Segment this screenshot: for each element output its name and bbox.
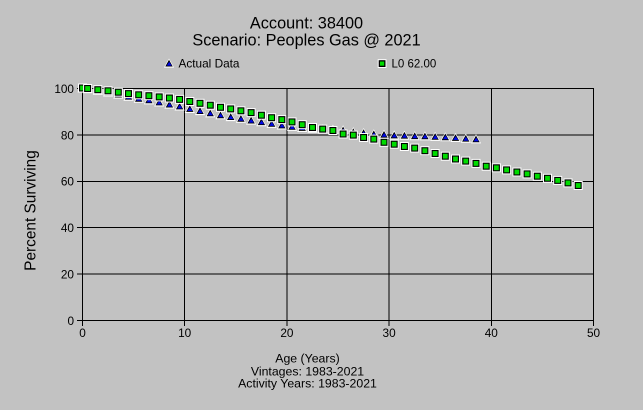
svg-text:Vintages: 1983-2021: Vintages: 1983-2021: [251, 365, 364, 379]
svg-text:40: 40: [61, 221, 75, 235]
svg-text:10: 10: [178, 326, 192, 340]
svg-text:60: 60: [61, 175, 75, 189]
svg-text:Activity Years: 1983-2021: Activity Years: 1983-2021: [238, 377, 377, 391]
svg-text:Account: 38400: Account: 38400: [250, 14, 363, 32]
svg-text:20: 20: [280, 326, 294, 340]
svg-text:Percent Surviving: Percent Surviving: [23, 150, 40, 271]
svg-text:30: 30: [383, 326, 397, 340]
svg-text:Scenario: Peoples Gas @ 2021: Scenario: Peoples Gas @ 2021: [192, 32, 420, 50]
svg-text:50: 50: [587, 326, 601, 340]
svg-text:40: 40: [485, 326, 499, 340]
svg-text:20: 20: [61, 268, 75, 282]
svg-text:0: 0: [79, 326, 86, 340]
svg-text:Age (Years): Age (Years): [275, 352, 339, 366]
svg-text:L0 62.00: L0 62.00: [392, 59, 437, 71]
svg-text:100: 100: [54, 82, 74, 96]
svg-text:80: 80: [61, 128, 75, 142]
svg-text:0: 0: [67, 314, 74, 328]
svg-text:Actual Data: Actual Data: [179, 57, 240, 71]
